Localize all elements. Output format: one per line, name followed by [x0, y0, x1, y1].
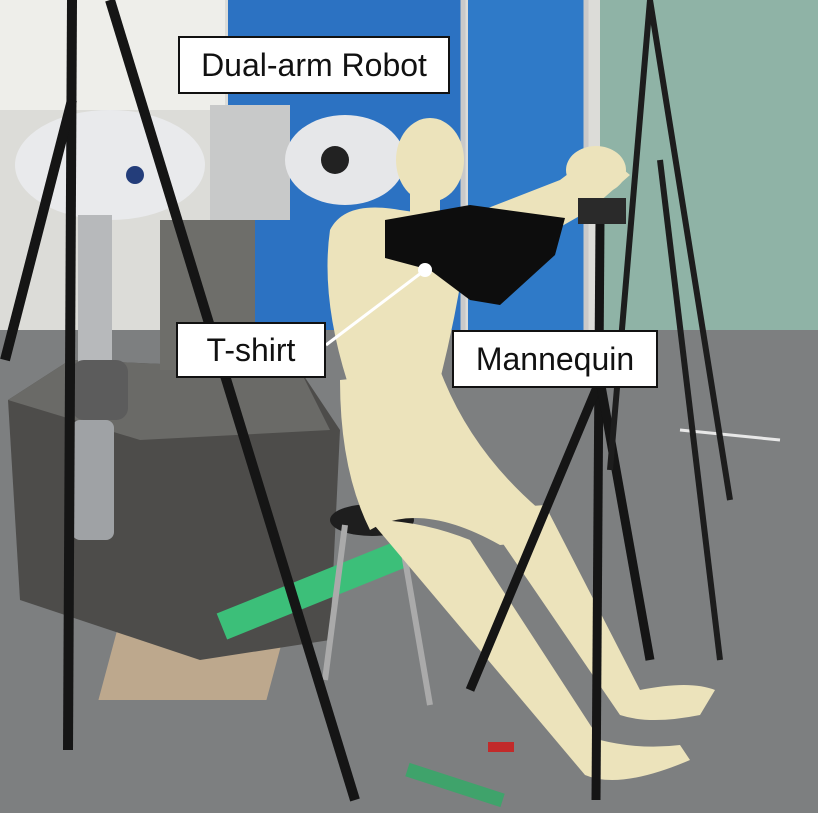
- robot-arm-left: [78, 215, 112, 365]
- tripod-left: [0, 0, 360, 802]
- tshirt-pointer-line: [325, 268, 426, 347]
- tshirt-pointer-dot: [418, 263, 432, 277]
- floor-tape-green: [405, 762, 505, 808]
- tripod-right-back: [607, 0, 733, 661]
- tripod-right-front: [465, 219, 655, 801]
- robot-bumper-green: [216, 538, 413, 640]
- robot-label: Dual-arm Robot: [178, 36, 450, 94]
- tshirt: [385, 205, 565, 305]
- mannequin-label: Mannequin: [452, 330, 658, 388]
- tshirt-label: T-shirt: [176, 322, 326, 378]
- floor-tape-red: [488, 742, 514, 752]
